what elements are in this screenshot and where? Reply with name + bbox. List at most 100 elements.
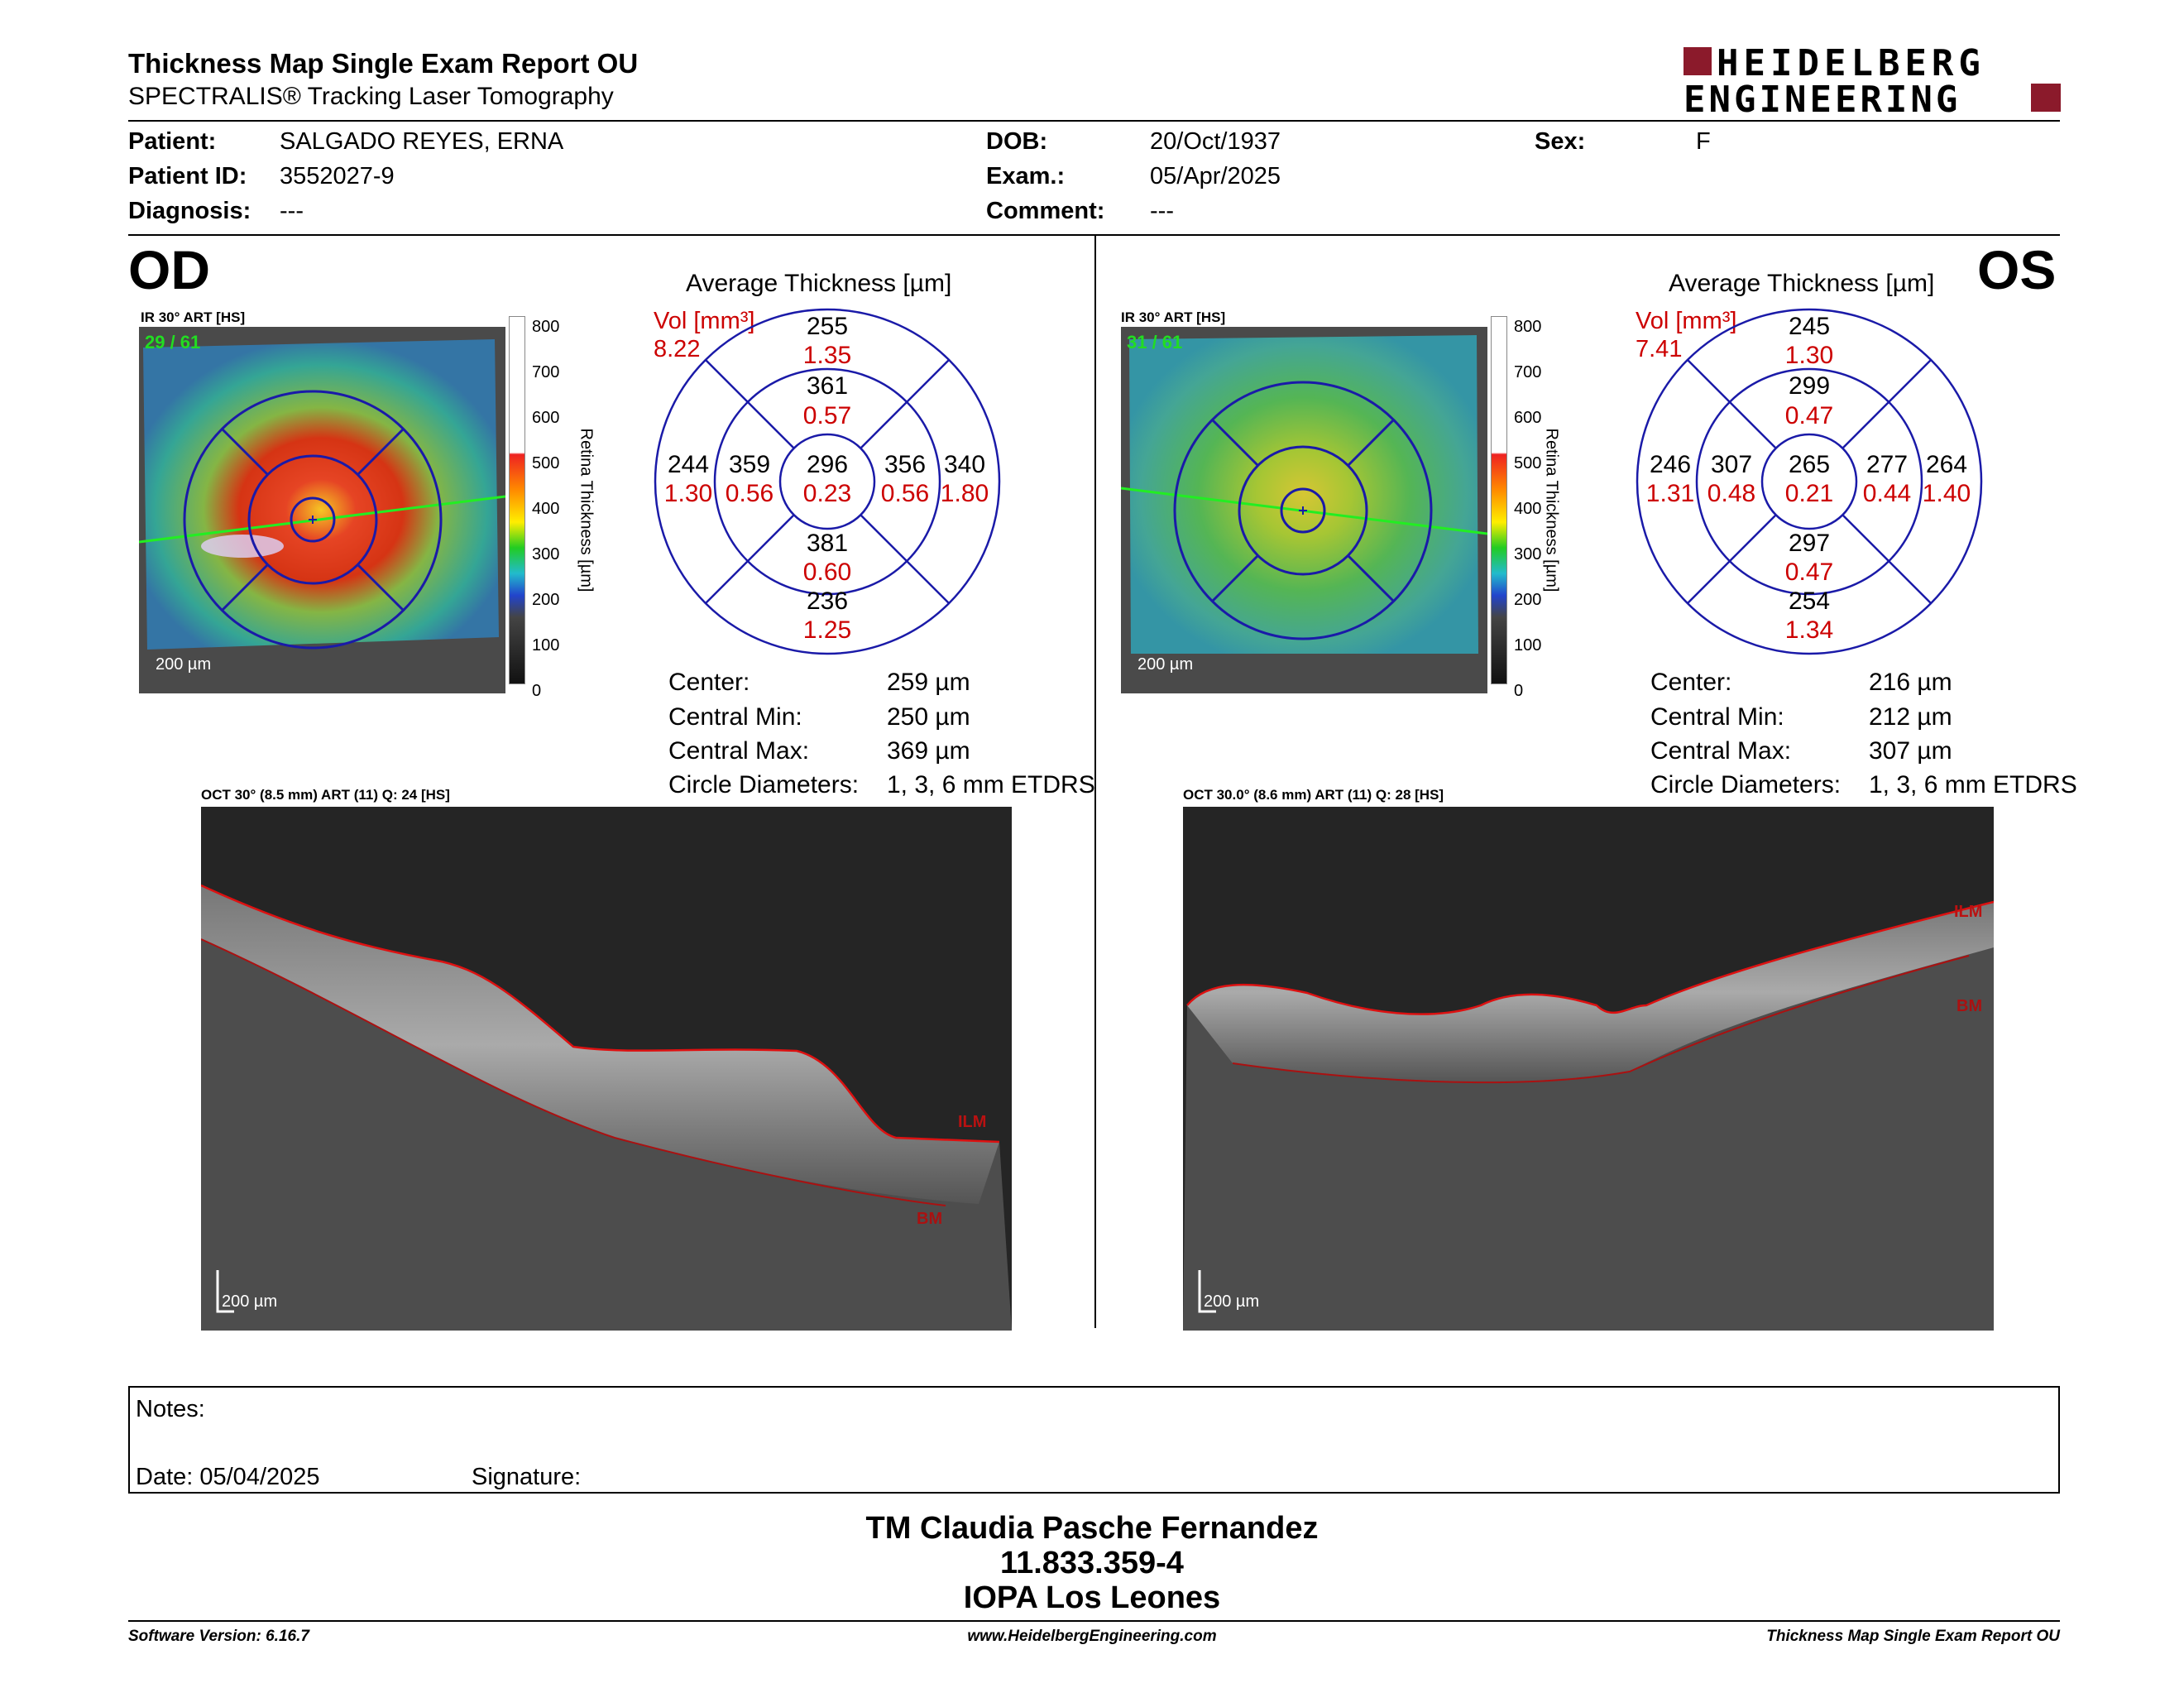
od-ilm-label: ILM: [958, 1113, 987, 1131]
od-stat-diam-value: 1, 3, 6 mm ETDRS: [887, 771, 1095, 798]
os-outer-sup-vol: 1.30: [1784, 342, 1834, 369]
od-color-scale: [509, 316, 525, 684]
os-oct-scale: 200 µm: [1204, 1292, 1260, 1311]
os-center-vol: 0.21: [1784, 480, 1834, 507]
od-ir-label: IR 30° ART [HS]: [141, 309, 246, 325]
sig-line-2: 11.833.359-4: [1000, 1546, 1184, 1580]
od-stat-max-value: 369 µm: [887, 737, 970, 765]
notes-date: Date: 05/04/2025: [136, 1464, 320, 1490]
exam-label: Exam.:: [986, 163, 1066, 189]
os-inner-temp-thickness: 307: [1710, 451, 1753, 478]
od-inner-sup-thickness: 361: [806, 372, 849, 400]
os-stat-center-value: 216 µm: [1869, 669, 1952, 696]
os-stat-min-label: Central Min:: [1650, 703, 1784, 731]
od-outer-nas-thickness: 340: [943, 451, 986, 478]
os-stat-diam-label: Circle Diameters:: [1650, 771, 1842, 798]
od-outer-temp-vol: 1.30: [663, 480, 713, 507]
footer-report-name: Thickness Map Single Exam Report OU: [1766, 1628, 2060, 1645]
eye-divider: [1094, 236, 1096, 1328]
dob-label: DOB:: [986, 128, 1048, 155]
os-vol-label: Vol [mm³]: [1636, 308, 1737, 334]
od-oct-bscan: ILM BM 200 µm: [201, 807, 1012, 1331]
od-outer-inf-thickness: 236: [806, 587, 849, 615]
os-scale-title: Retina Thickness [µm]: [1542, 428, 1561, 592]
os-center-thickness: 265: [1788, 451, 1831, 478]
od-etdrs-grid: [654, 308, 1001, 655]
comment-label: Comment:: [986, 198, 1105, 224]
od-inner-temp-thickness: 359: [728, 451, 771, 478]
os-eye-label: OS: [1977, 239, 2057, 300]
footer-software: Software Version: 6.16.7: [128, 1628, 309, 1645]
os-ir-scale: 200 µm: [1138, 655, 1194, 674]
od-inner-nas-vol: 0.56: [880, 480, 930, 507]
od-stat-max-label: Central Max:: [668, 737, 810, 765]
os-oct-bscan: ILM BM 200 µm: [1183, 807, 1994, 1331]
os-stat-center-label: Center:: [1650, 669, 1732, 696]
patient-id: 3552027-9: [280, 163, 395, 189]
diagnosis-value: ---: [280, 198, 304, 224]
os-inner-inf-vol: 0.47: [1784, 559, 1834, 586]
od-inner-temp-vol: 0.56: [725, 480, 774, 507]
os-inner-sup-vol: 0.47: [1784, 402, 1834, 429]
od-oct-scale: 200 µm: [222, 1292, 278, 1311]
heidelberg-logo: HEIDELBERG ENGINEERING: [1684, 42, 2064, 121]
os-frame-counter: 31 / 61: [1127, 332, 1183, 352]
od-center-thickness: 296: [806, 451, 849, 478]
dob-value: 20/Oct/1937: [1150, 128, 1281, 155]
sex-label: Sex:: [1535, 128, 1586, 155]
os-outer-inf-thickness: 254: [1788, 587, 1831, 615]
os-outer-temp-vol: 1.31: [1645, 480, 1695, 507]
od-stat-center-value: 259 µm: [887, 669, 970, 696]
od-inner-nas-thickness: 356: [884, 451, 927, 478]
os-etdrs-grid: [1636, 308, 1983, 655]
patient-divider: [128, 234, 2060, 236]
od-ir-scale: 200 µm: [156, 655, 212, 674]
od-outer-inf-vol: 1.25: [802, 616, 852, 644]
od-outer-nas-vol: 1.80: [940, 480, 989, 507]
notes-signature: Signature:: [472, 1464, 582, 1490]
od-inner-inf-vol: 0.60: [802, 559, 852, 586]
od-thickness-map: 29 / 61 200 µm: [139, 327, 505, 693]
od-vol-value: 8.22: [654, 336, 701, 362]
od-scale-title: Retina Thickness [µm]: [577, 428, 596, 592]
header-divider: [128, 120, 2060, 122]
os-outer-nas-vol: 1.40: [1922, 480, 1971, 507]
os-oct-label: OCT 30.0° (8.6 mm) ART (11) Q: 28 [HS]: [1183, 787, 1444, 803]
report-title: Thickness Map Single Exam Report OU: [128, 48, 639, 79]
od-stat-center-label: Center:: [668, 669, 750, 696]
os-ir-label: IR 30° ART [HS]: [1121, 309, 1226, 325]
os-inner-sup-thickness: 299: [1788, 372, 1831, 400]
od-frame-counter: 29 / 61: [145, 332, 201, 352]
od-center-vol: 0.23: [802, 480, 852, 507]
od-eye-label: OD: [128, 239, 210, 300]
os-inner-temp-vol: 0.48: [1707, 480, 1756, 507]
os-scale-ticks: 800 700 600 500 400 300 200 100 0: [1514, 318, 1542, 700]
patient-name: SALGADO REYES, ERNA: [280, 128, 564, 155]
notes-box[interactable]: Notes: Date: 05/04/2025 Signature:: [128, 1386, 2060, 1494]
diagnosis-label: Diagnosis:: [128, 198, 251, 224]
footer-divider: [128, 1620, 2060, 1622]
patient-label: Patient:: [128, 128, 217, 155]
od-outer-sup-thickness: 255: [806, 313, 849, 340]
os-inner-nas-vol: 0.44: [1862, 480, 1912, 507]
comment-value: ---: [1150, 198, 1174, 224]
sex-value: F: [1696, 128, 1711, 155]
od-oct-label: OCT 30° (8.5 mm) ART (11) Q: 24 [HS]: [201, 787, 450, 803]
os-stat-max-label: Central Max:: [1650, 737, 1792, 765]
footer-website[interactable]: www.HeidelbergEngineering.com: [967, 1628, 1217, 1645]
os-avg-title: Average Thickness [µm]: [1669, 270, 1935, 297]
od-inner-sup-vol: 0.57: [802, 402, 852, 429]
exam-value: 05/Apr/2025: [1150, 163, 1281, 189]
os-outer-sup-thickness: 245: [1788, 313, 1831, 340]
os-vol-value: 7.41: [1636, 336, 1683, 362]
od-bm-label: BM: [917, 1210, 943, 1228]
od-vol-label: Vol [mm³]: [654, 308, 755, 334]
patient-id-label: Patient ID:: [128, 163, 247, 189]
os-color-scale: [1491, 316, 1507, 684]
os-stat-min-value: 212 µm: [1869, 703, 1952, 731]
report-subtitle: SPECTRALIS® Tracking Laser Tomography: [128, 83, 614, 110]
od-outer-sup-vol: 1.35: [802, 342, 852, 369]
od-inner-inf-thickness: 381: [806, 530, 849, 557]
os-outer-temp-thickness: 246: [1649, 451, 1692, 478]
od-outer-temp-thickness: 244: [667, 451, 710, 478]
